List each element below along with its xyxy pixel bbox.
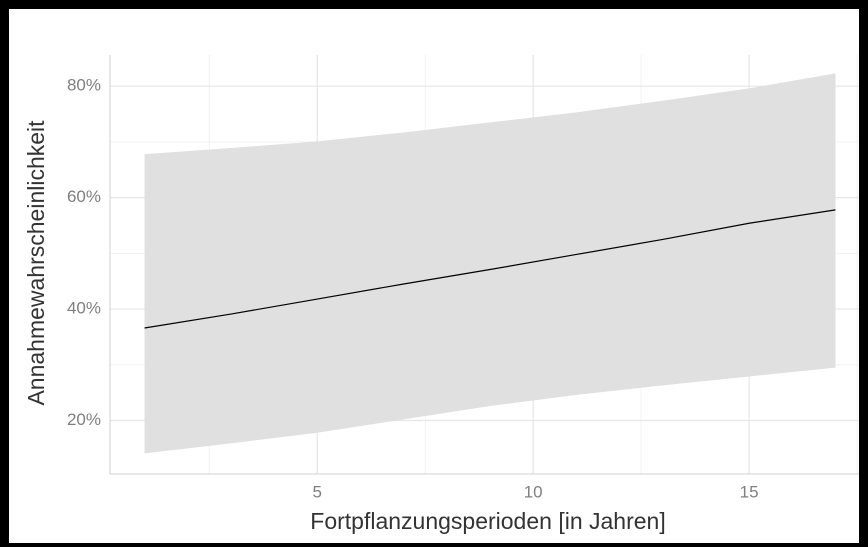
y-tick-label: 80%: [67, 76, 101, 95]
plot: [109, 55, 859, 475]
x-tick-label: 10: [524, 482, 543, 501]
y-tick-label: 60%: [67, 187, 101, 206]
confidence-band: [144, 73, 836, 454]
y-tick-label: 40%: [67, 299, 101, 318]
x-tick-label: 5: [313, 482, 322, 501]
x-tick-label: 15: [740, 482, 759, 501]
y-tick-label: 20%: [67, 410, 101, 429]
x-axis-title: Fortpflanzungsperioden [in Jahren]: [310, 508, 665, 534]
line: [144, 209, 836, 329]
y-axis-title: Annahmewahrscheinlichkeit: [23, 120, 49, 406]
